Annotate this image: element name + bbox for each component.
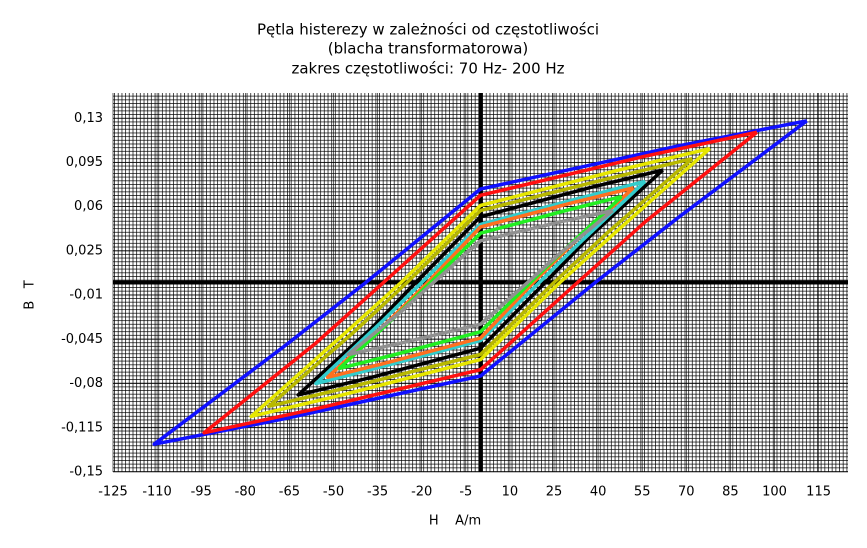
hysteresis-loop [325,186,635,380]
y-tick-label: -0,15 [69,465,103,480]
x-tick-label: -125 [98,485,128,500]
x-tick-label: -80 [235,485,256,500]
x-tick-label: -110 [142,485,172,500]
x-tick-label: 25 [546,485,563,500]
hysteresis-loop [152,119,808,446]
hysteresis-loop [267,156,694,409]
x-tick-label: 55 [634,485,651,500]
x-tick-label: -35 [367,485,388,500]
y-tick-label: 0,095 [66,155,103,170]
y-tick-label: -0,01 [69,288,103,303]
y-tick-label: 0,13 [74,111,103,126]
y-tick-label: 0,06 [74,199,103,214]
x-tick-label: 10 [502,485,519,500]
x-tick-label: 100 [762,485,787,500]
x-tick-label: 70 [678,485,695,500]
y-tick-label: 0,025 [66,243,103,258]
chart-title: (blacha transformatorowa) [328,40,529,58]
hysteresis-loop [296,168,664,397]
chart-title: zakres częstotliwości: 70 Hz- 200 Hz [291,60,564,78]
x-tick-label: 85 [722,485,739,500]
x-tick-label: 40 [590,485,607,500]
y-tick-label: -0,115 [61,420,103,435]
hysteresis-loop [202,130,758,435]
x-tick-label: -65 [279,485,300,500]
hysteresis-loop [346,208,614,357]
x-tick-label: -5 [459,485,472,500]
y-tick-label: -0,045 [61,332,103,347]
chart-title: Pętla histerezy w zależności od częstotl… [257,21,599,39]
x-tick-label: 115 [806,485,831,500]
y-tick-label: -0,08 [69,376,103,391]
x-axis-label: H A/m [429,514,481,529]
hysteresis-loop [249,146,711,419]
x-tick-label: -95 [191,485,212,500]
x-tick-label: -50 [323,485,344,500]
hysteresis-loop [314,179,647,386]
y-axis-label: B T [23,280,38,309]
x-tick-label: -20 [411,485,432,500]
